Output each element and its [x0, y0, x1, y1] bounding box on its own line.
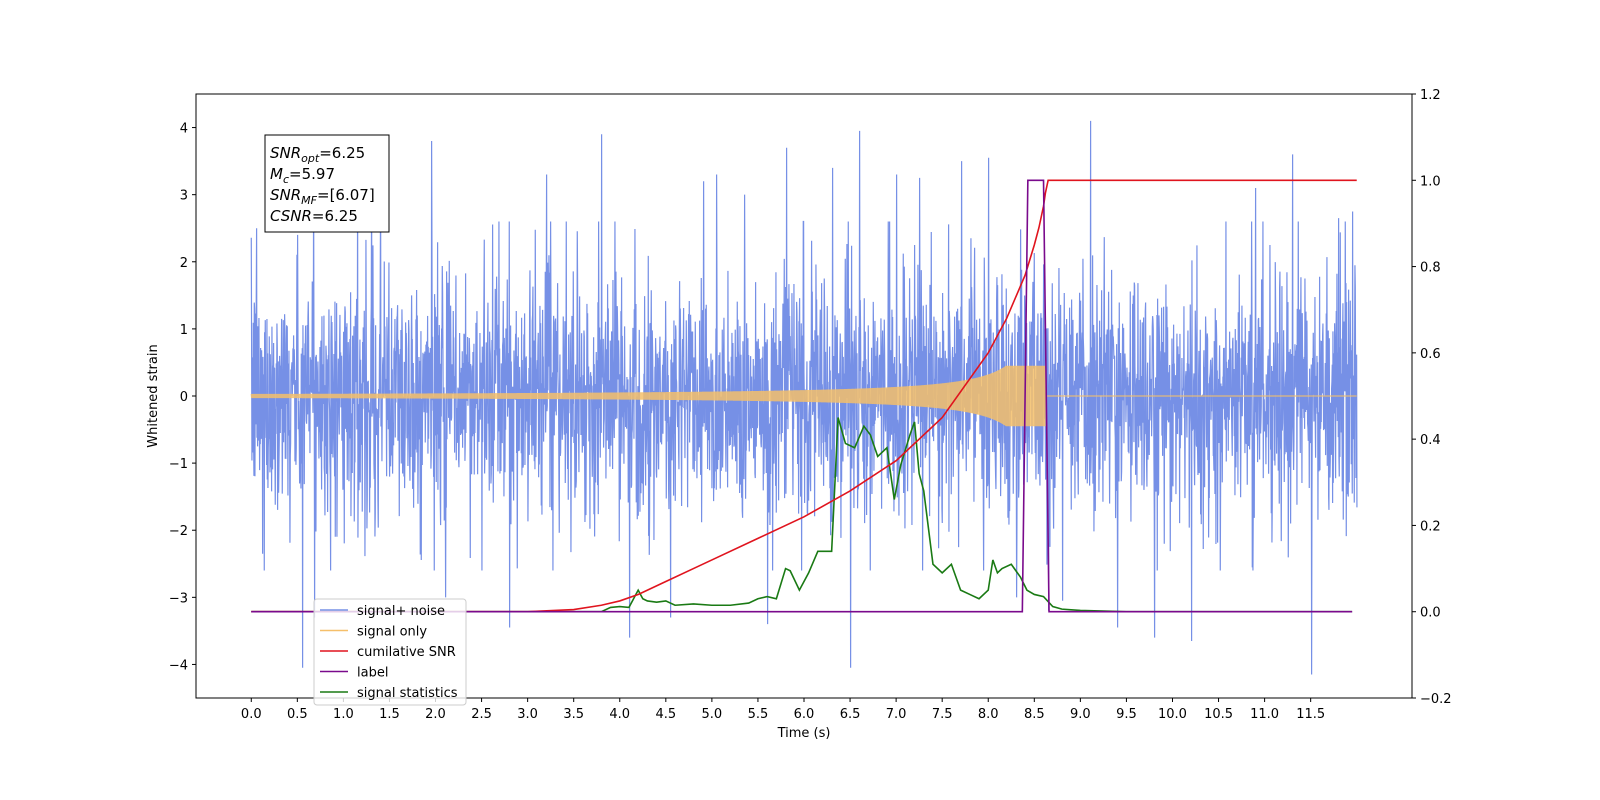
y-tick-label: 3	[180, 189, 188, 204]
series-cumulative-snr	[251, 179, 1357, 613]
x-axis: 0.0 0.5 1.0 1.5 2.0 2.5 3.0 3.5 4.0 4.5 5.0 5.5 6.0 6…	[241, 698, 1325, 722]
info-line: CSNR=6.25	[270, 207, 358, 225]
x-tick-label: 9.0	[1070, 707, 1091, 722]
x-tick-label: 0.5	[287, 707, 308, 722]
x-tick-label: 7.5	[932, 707, 953, 722]
x-axis-label: Time (s)	[777, 726, 831, 741]
x-tick-label: 11.5	[1296, 707, 1325, 722]
x-tick-label: 3.0	[517, 707, 538, 722]
x-tick-label: 0.0	[241, 707, 262, 722]
x-tick-label: 6.5	[840, 707, 861, 722]
info-box-frame	[264, 134, 390, 233]
x-tick-label: 8.0	[978, 707, 999, 722]
x-tick-label: 5.0	[702, 707, 723, 722]
x-tick-label: 3.5	[563, 707, 584, 722]
y-tick-label: −4	[169, 658, 188, 673]
series-signal-noise	[250, 120, 1358, 675]
y-tick-label: 4	[180, 122, 188, 137]
x-tick-label: 7.0	[886, 707, 907, 722]
y2-tick-label: 0.8	[1420, 261, 1441, 276]
info-line: SNRMF=[6.07]	[270, 186, 375, 207]
x-tick-label: 5.5	[748, 707, 769, 722]
x-tick-label: 8.5	[1024, 707, 1045, 722]
y2-tick-label: 1.2	[1420, 88, 1441, 103]
y2-tick-label: 0.0	[1420, 606, 1441, 621]
y-tick-label: −2	[169, 524, 188, 539]
legend: signal+ noise signal only cumilative SNR la…	[313, 598, 467, 706]
info-line: SNRopt=6.25	[270, 144, 365, 165]
y2-tick-label: 0.6	[1420, 347, 1441, 362]
legend-label: signal+ noise	[357, 604, 445, 619]
legend-label: cumilative SNR	[357, 645, 456, 660]
plot-area	[250, 120, 1358, 675]
x-tick-label: 2.0	[425, 707, 446, 722]
series-label	[251, 179, 1353, 613]
y-tick-label: −1	[169, 457, 188, 472]
y-tick-label: 1	[180, 323, 188, 338]
series-signal-only	[250, 365, 1357, 427]
y-axis-label: Whitened strain	[146, 344, 161, 447]
y-tick-label: 0	[180, 390, 188, 405]
legend-label: signal only	[357, 625, 427, 640]
info-line: Mc=5.97	[270, 165, 335, 186]
x-tick-label: 11.0	[1250, 707, 1279, 722]
legend-frame	[313, 598, 467, 706]
x-tick-label: 1.5	[379, 707, 400, 722]
series-signal-statistics	[251, 417, 1353, 613]
legend-label: label	[357, 666, 388, 681]
y2-tick-label: 0.2	[1420, 519, 1441, 534]
y-axis-left: −4 −3 −2 −1 0 1 2 3 4	[169, 122, 196, 673]
x-tick-label: 10.5	[1204, 707, 1233, 722]
x-tick-label: 4.5	[655, 707, 676, 722]
y2-tick-label: −0.2	[1420, 692, 1452, 707]
y2-tick-label: 0.4	[1420, 433, 1441, 448]
y-tick-label: 2	[180, 256, 188, 271]
x-tick-label: 2.5	[471, 707, 492, 722]
legend-label: signal statistics	[357, 686, 458, 701]
x-tick-label: 6.0	[794, 707, 815, 722]
x-tick-label: 4.0	[609, 707, 630, 722]
y2-tick-label: 1.0	[1420, 174, 1441, 189]
x-tick-label: 9.5	[1116, 707, 1137, 722]
x-tick-label: 1.0	[333, 707, 354, 722]
y-tick-label: −3	[169, 591, 188, 606]
y-axis-right: −0.2 0.0 0.2 0.4 0.6 0.8 1.0 1.2	[1412, 88, 1452, 707]
x-tick-label: 10.0	[1158, 707, 1187, 722]
